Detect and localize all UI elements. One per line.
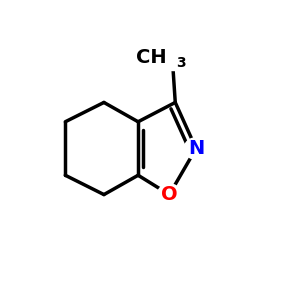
Text: 3: 3 — [176, 56, 185, 70]
Ellipse shape — [158, 184, 181, 205]
FancyBboxPatch shape — [150, 47, 195, 70]
Text: CH: CH — [136, 48, 167, 68]
Text: O: O — [161, 185, 178, 204]
Text: N: N — [188, 139, 204, 158]
Ellipse shape — [184, 138, 208, 159]
